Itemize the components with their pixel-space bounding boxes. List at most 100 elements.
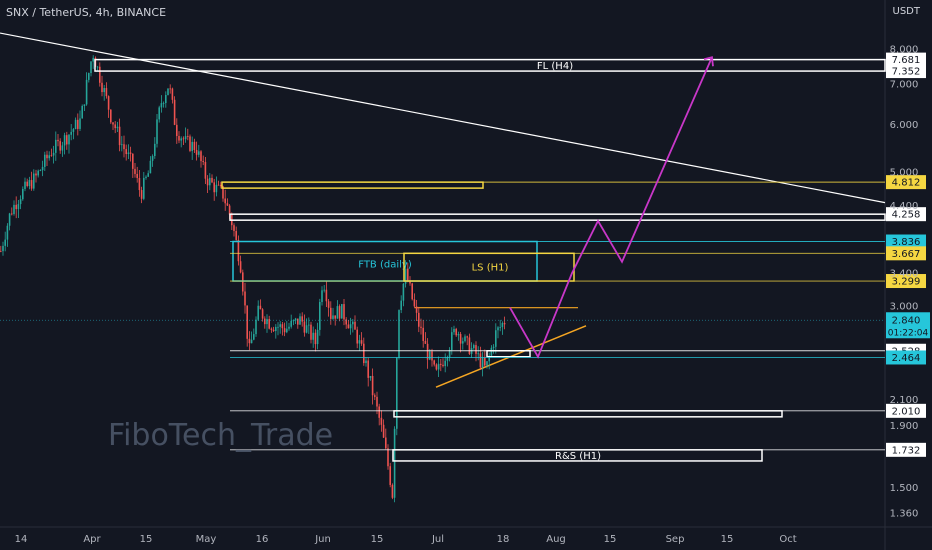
candle-body <box>327 301 330 308</box>
candle-body <box>206 178 209 186</box>
candle-body <box>127 152 130 155</box>
y-tick-label: 1.500 <box>890 483 919 494</box>
symbol-title: SNX / TetherUS, 4h, BINANCE <box>6 6 167 19</box>
candle-body <box>178 135 180 141</box>
candle-body <box>66 135 68 145</box>
price-axis: 8.000 7.000 6.000 5.000 4.400 3.400 3.000 2.100… <box>890 44 919 519</box>
candle-body <box>11 213 13 215</box>
candle-body <box>499 327 501 328</box>
x-tick-label: 15 <box>140 534 153 545</box>
candle-body <box>90 61 92 74</box>
candle-body <box>490 347 493 356</box>
candle-body <box>37 170 39 176</box>
candle-body <box>39 170 42 171</box>
candle-body <box>378 406 380 418</box>
x-tick-label: Apr <box>83 534 101 545</box>
candle-body <box>264 318 266 325</box>
candle-body <box>17 204 20 210</box>
candle-body <box>424 340 427 344</box>
y-tick-label: 7.000 <box>890 79 919 90</box>
candle-body <box>415 306 418 313</box>
candle-body <box>46 154 48 159</box>
candle-body <box>266 319 268 325</box>
x-tick-label: 18 <box>497 534 510 545</box>
candle-body <box>283 328 286 333</box>
candle-body <box>88 73 90 80</box>
level-tag-label: 3.667 <box>892 249 921 260</box>
candle-body <box>154 143 156 157</box>
level-tag-label: 3.299 <box>892 277 921 288</box>
candle-body <box>55 139 57 153</box>
candle-body <box>125 149 127 155</box>
price-zones: FL (H4) FTB (daily) LS (H1) R&S (H1) <box>94 58 886 462</box>
watermark: FiboTech_Trade <box>108 418 334 453</box>
candle-body <box>52 152 55 156</box>
candle-body <box>103 88 105 93</box>
candle-body <box>145 176 147 178</box>
candle-body <box>275 326 277 332</box>
candle-body <box>402 283 405 301</box>
candle-body <box>235 231 237 240</box>
candle-body <box>257 305 259 320</box>
candle-body <box>0 250 2 252</box>
candle-body <box>92 57 94 62</box>
candle-body <box>250 339 253 344</box>
zone-box <box>229 213 886 221</box>
candle-body <box>391 484 394 498</box>
candle-body <box>369 375 372 378</box>
y-tick-label: 1.360 <box>890 509 919 520</box>
candle-body <box>376 396 378 407</box>
x-tick-label: Jul <box>431 534 444 545</box>
candle-body <box>431 351 433 361</box>
candle-body <box>132 153 134 169</box>
candle-body <box>220 184 222 187</box>
candle-body <box>8 213 11 226</box>
candle-body <box>255 319 257 335</box>
y-tick-label: 1.900 <box>890 421 919 432</box>
candle-body <box>347 324 350 329</box>
candle-body <box>85 79 88 105</box>
descending-trendline <box>0 32 886 204</box>
candle-body <box>99 66 101 83</box>
x-tick-label: 15 <box>721 534 734 545</box>
x-tick-label: 15 <box>371 534 384 545</box>
candle-body <box>123 144 125 150</box>
zone-label: FL (H4) <box>537 61 573 72</box>
candle-body <box>457 334 460 336</box>
candle-body <box>481 357 484 368</box>
candle-body <box>488 355 490 362</box>
candle-body <box>81 105 83 119</box>
candle-body <box>217 184 220 186</box>
candle-body <box>237 239 240 262</box>
candle-body <box>182 138 185 140</box>
candle-body <box>363 343 365 364</box>
level-tag-label: 3.836 <box>892 237 921 248</box>
candle-body <box>204 162 207 179</box>
candle-body <box>437 363 440 370</box>
candle-body <box>77 119 79 129</box>
projection-arrowhead <box>703 56 714 67</box>
candle-body <box>501 323 504 328</box>
candle-body <box>19 199 22 205</box>
candle-body <box>160 103 163 108</box>
candle-body <box>110 109 112 123</box>
candle-body <box>503 323 506 325</box>
candle-body <box>407 268 409 281</box>
price-level-lines: 7.6817.3524.8124.2583.8363.6673.2992.528… <box>0 52 930 457</box>
candle-body <box>325 289 328 302</box>
candle-body <box>446 357 449 361</box>
candle-body <box>156 119 158 144</box>
level-tag-label: 1.732 <box>892 445 921 456</box>
candle-body <box>343 304 345 320</box>
candle-body <box>83 104 86 106</box>
candle-body <box>61 145 64 151</box>
candle-body <box>226 203 229 206</box>
candle-body <box>248 338 251 344</box>
candle-body <box>442 364 444 367</box>
candle-body <box>360 340 363 344</box>
candle-body <box>316 329 319 345</box>
candle-body <box>462 341 464 344</box>
candle-body <box>202 161 204 163</box>
